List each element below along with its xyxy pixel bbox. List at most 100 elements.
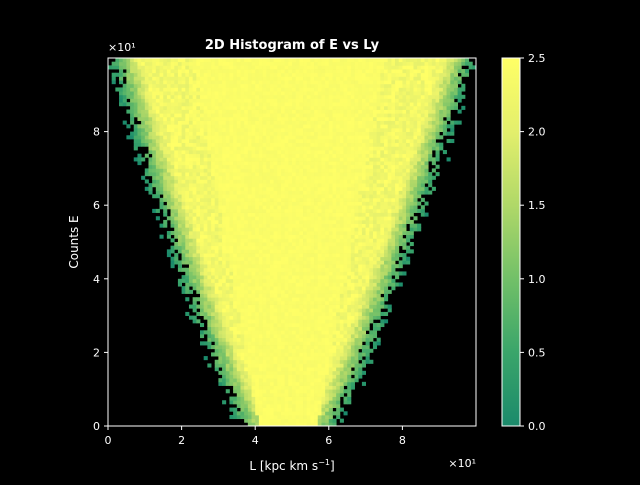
- heatmap-cell: [207, 242, 212, 247]
- heatmap-cell: [207, 334, 212, 339]
- heatmap-cell: [332, 216, 337, 221]
- heatmap-cell: [181, 153, 186, 158]
- heatmap-cell: [244, 271, 249, 276]
- heatmap-cell: [395, 223, 400, 228]
- heatmap-cell: [200, 120, 205, 125]
- heatmap-cell: [306, 356, 311, 361]
- heatmap-cell: [269, 356, 274, 361]
- heatmap-cell: [336, 300, 341, 305]
- heatmap-cell: [295, 337, 300, 342]
- heatmap-cell: [292, 113, 297, 118]
- heatmap-cell: [247, 418, 252, 423]
- heatmap-cell: [292, 348, 297, 353]
- heatmap-cell: [211, 216, 216, 221]
- heatmap-cell: [358, 337, 363, 342]
- heatmap-cell: [387, 304, 392, 309]
- heatmap-cell: [273, 311, 278, 316]
- heatmap-cell: [328, 245, 333, 250]
- heatmap-cell: [369, 208, 374, 213]
- heatmap-cell: [402, 131, 407, 136]
- heatmap-cell: [339, 304, 344, 309]
- heatmap-cell: [350, 322, 355, 328]
- heatmap-cell: [236, 308, 241, 313]
- heatmap-cell: [321, 341, 326, 346]
- heatmap-cell: [262, 124, 267, 129]
- heatmap-cell: [288, 322, 293, 328]
- heatmap-cell: [222, 330, 227, 335]
- heatmap-cell: [192, 113, 197, 118]
- heatmap-cell: [284, 223, 289, 228]
- heatmap-cell: [222, 370, 227, 375]
- heatmap-cell: [222, 234, 227, 239]
- heatmap-cell: [292, 403, 297, 408]
- heatmap-cell: [211, 260, 216, 265]
- heatmap-cell: [266, 352, 271, 357]
- heatmap-cell: [306, 150, 311, 155]
- heatmap-cell: [380, 304, 385, 309]
- heatmap-cell: [222, 341, 227, 346]
- heatmap-cell: [214, 300, 219, 305]
- heatmap-cell: [163, 175, 168, 180]
- heatmap-cell: [365, 164, 370, 169]
- heatmap-cell: [255, 367, 260, 372]
- heatmap-cell: [192, 282, 197, 287]
- heatmap-cell: [402, 161, 407, 166]
- heatmap-cell: [413, 164, 418, 169]
- heatmap-cell: [332, 396, 337, 401]
- heatmap-cell: [240, 260, 245, 265]
- heatmap-cell: [336, 161, 341, 166]
- heatmap-cell: [376, 183, 381, 188]
- heatmap-cell: [255, 403, 260, 408]
- heatmap-cell: [225, 286, 230, 291]
- heatmap-cell: [214, 260, 219, 265]
- heatmap-cell: [185, 238, 190, 243]
- heatmap-cell: [288, 113, 293, 118]
- heatmap-cell: [358, 168, 363, 173]
- heatmap-cell: [310, 116, 315, 121]
- heatmap-cell: [255, 345, 260, 350]
- heatmap-cell: [192, 205, 197, 210]
- heatmap-cell: [380, 161, 385, 166]
- heatmap-cell: [354, 242, 359, 247]
- heatmap-cell: [244, 175, 249, 180]
- heatmap-cell: [372, 286, 378, 291]
- heatmap-cell: [266, 186, 271, 191]
- heatmap-cell: [240, 234, 245, 239]
- heatmap-cell: [325, 345, 330, 350]
- heatmap-cell: [284, 172, 289, 177]
- heatmap-cell: [372, 245, 378, 250]
- heatmap-cell: [166, 230, 171, 236]
- heatmap-cell: [310, 161, 315, 166]
- heatmap-cell: [251, 127, 256, 132]
- heatmap-cell: [251, 124, 256, 129]
- heatmap-cell: [439, 142, 444, 147]
- heatmap-cell: [347, 120, 352, 125]
- heatmap-cell: [325, 183, 330, 188]
- heatmap-cell: [310, 208, 315, 213]
- heatmap-cell: [280, 113, 286, 118]
- heatmap-cell: [343, 275, 348, 280]
- heatmap-cell: [233, 201, 238, 206]
- heatmap-cell: [244, 227, 249, 232]
- heatmap-cell: [417, 172, 422, 177]
- heatmap-cell: [420, 127, 425, 132]
- heatmap-cell: [402, 146, 407, 151]
- heatmap-cell: [387, 208, 392, 213]
- heatmap-cell: [369, 135, 374, 140]
- heatmap-cell: [369, 278, 374, 283]
- heatmap-cell: [181, 138, 186, 144]
- heatmap-cell: [336, 190, 341, 195]
- heatmap-cell: [247, 150, 252, 155]
- heatmap-cell: [214, 205, 219, 210]
- heatmap-cell: [347, 227, 352, 232]
- heatmap-cell: [310, 253, 315, 258]
- heatmap-cell: [214, 227, 219, 232]
- heatmap-cell: [361, 120, 366, 125]
- heatmap-cell: [280, 183, 286, 188]
- heatmap-cell: [196, 164, 201, 169]
- heatmap-cell: [196, 227, 201, 232]
- heatmap-cell: [350, 142, 355, 147]
- heatmap-cell: [328, 345, 333, 350]
- heatmap-cell: [372, 194, 378, 199]
- heatmap-cell: [369, 227, 374, 232]
